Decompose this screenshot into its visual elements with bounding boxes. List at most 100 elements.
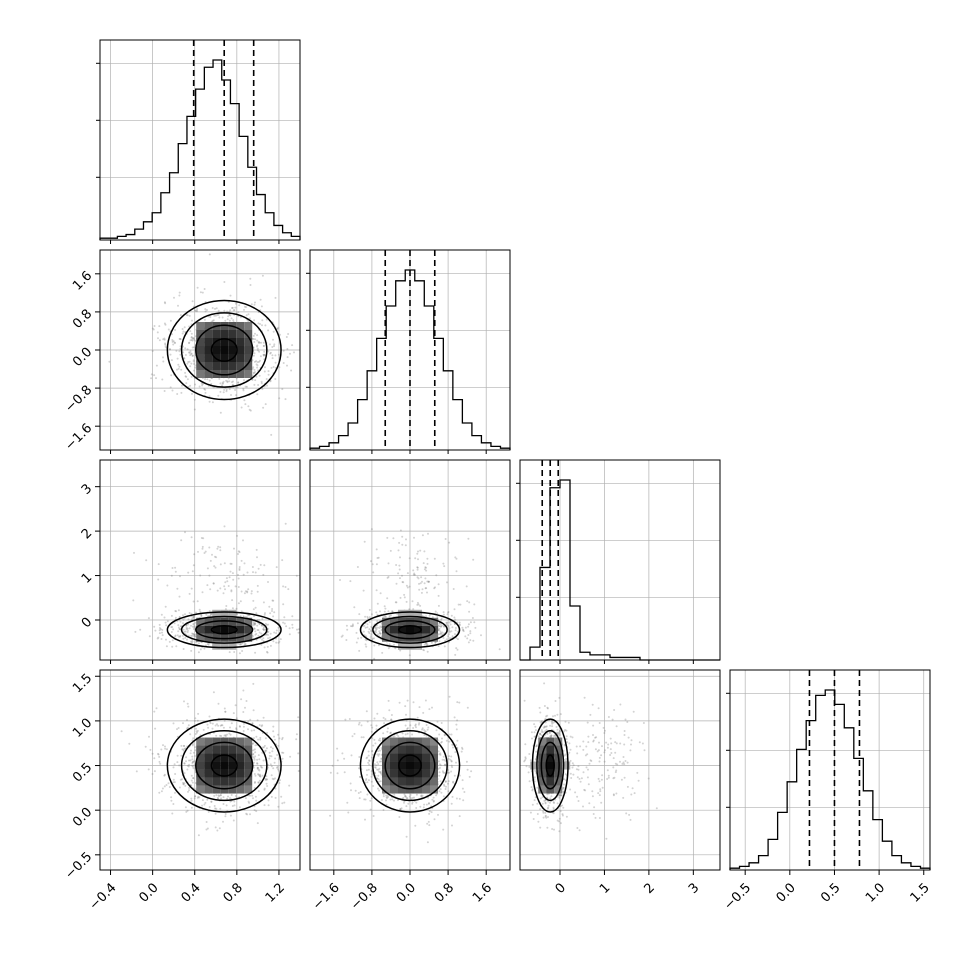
scatter-point	[468, 623, 470, 625]
scatter-point	[448, 627, 450, 629]
scatter-point	[187, 810, 189, 812]
density-cell	[196, 370, 204, 378]
scatter-point	[454, 775, 456, 777]
scatter-point	[245, 797, 247, 799]
scatter-point	[253, 608, 255, 610]
scatter-point	[263, 601, 265, 603]
scatter-point	[256, 363, 258, 365]
histogram-panel-4	[726, 670, 930, 870]
scatter-point	[229, 797, 231, 799]
scatter-point	[217, 797, 219, 799]
scatter-point	[288, 785, 290, 787]
scatter-point	[439, 790, 441, 792]
scatter-point	[451, 734, 453, 736]
scatter-point	[205, 614, 207, 616]
scatter-point	[190, 759, 192, 761]
scatter-point	[417, 551, 419, 553]
scatter-point	[409, 654, 411, 656]
scatter-point	[264, 371, 266, 373]
scatter-point	[182, 328, 184, 330]
scatter-point	[379, 610, 381, 612]
scatter-point	[182, 782, 184, 784]
scatter-point	[218, 378, 220, 380]
scatter-point	[267, 329, 269, 331]
scatter-point	[224, 708, 226, 710]
scatter-point	[216, 548, 218, 550]
scatter-point	[403, 802, 405, 804]
density-cell	[204, 754, 212, 762]
scatter-point	[412, 569, 414, 571]
scatter-point	[157, 331, 159, 333]
scatter-point	[191, 780, 193, 782]
scatter-point	[198, 651, 200, 653]
scatter-point	[472, 559, 474, 561]
scatter-point	[395, 564, 397, 566]
scatter-point	[429, 810, 431, 812]
scatter-point	[219, 546, 221, 548]
scatter-point	[386, 537, 388, 539]
scatter-point	[205, 551, 207, 553]
scatter-point	[170, 386, 172, 388]
scatter-point	[363, 631, 365, 633]
scatter-point	[435, 611, 437, 613]
scatter-point	[212, 320, 214, 322]
scatter-point	[441, 738, 443, 740]
scatter-point	[375, 611, 377, 613]
scatter-point	[282, 585, 284, 587]
scatter-point	[161, 638, 163, 640]
scatter-point	[352, 735, 354, 737]
scatter-point	[412, 727, 414, 729]
scatter-point	[456, 728, 458, 730]
scatter-point	[369, 621, 371, 623]
scatter-point	[255, 633, 257, 635]
scatter-point	[213, 582, 215, 584]
scatter-point	[224, 320, 226, 322]
scatter-point	[258, 754, 260, 756]
scatter-point	[254, 369, 256, 371]
scatter-point	[234, 804, 236, 806]
scatter-point	[434, 818, 436, 820]
scatter-point	[393, 800, 395, 802]
scatter-point	[156, 365, 158, 367]
scatter-point	[274, 739, 276, 741]
density-cell	[236, 770, 244, 778]
scatter-point	[174, 773, 176, 775]
scatter-point	[427, 563, 429, 565]
scatter-point	[195, 340, 197, 342]
scatter-point	[246, 314, 248, 316]
scatter-point	[161, 379, 163, 381]
scatter-point	[346, 802, 348, 804]
scatter-point	[601, 774, 603, 776]
scatter-point	[239, 569, 241, 571]
scatter-point	[451, 825, 453, 827]
scatter-point	[191, 756, 193, 758]
scatter-point	[191, 320, 193, 322]
scatter-point	[266, 747, 268, 749]
scatter-point	[257, 822, 259, 824]
scatter-point	[418, 724, 420, 726]
scatter-point	[204, 378, 206, 380]
scatter-point	[371, 727, 373, 729]
scatter-point	[280, 796, 282, 798]
scatter-point	[376, 769, 378, 771]
scatter-point	[438, 734, 440, 736]
scatter-point	[164, 748, 166, 750]
scatter-point	[461, 627, 463, 629]
scatter-point	[395, 601, 397, 603]
scatter-point	[261, 382, 263, 384]
density-cell	[422, 786, 430, 794]
scatter-point	[370, 560, 372, 562]
scatter-point	[553, 801, 555, 803]
scatter-point	[456, 570, 458, 572]
scatter-point	[436, 729, 438, 731]
scatter-point	[296, 575, 298, 577]
scatter-point	[252, 600, 254, 602]
scatter-point	[385, 799, 387, 801]
scatter-point	[367, 762, 369, 764]
density-cell	[406, 626, 414, 634]
scatter-point	[178, 609, 180, 611]
scatter-point	[429, 615, 431, 617]
scatter-point	[271, 750, 273, 752]
scatter-point	[426, 558, 428, 560]
scatter-point	[223, 592, 225, 594]
